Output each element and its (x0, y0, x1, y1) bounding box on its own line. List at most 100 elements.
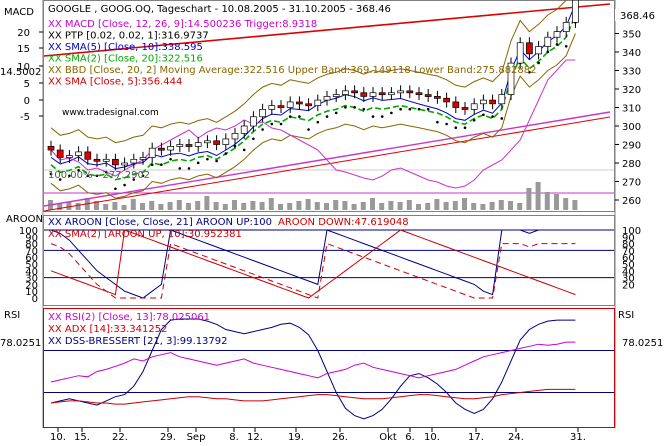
candle-body (56, 149, 64, 158)
ptp-dot (49, 172, 53, 176)
rsi-label: RSI (4, 310, 20, 321)
volume-bar (250, 201, 256, 210)
volume-bar (342, 201, 348, 210)
chart-title: GOOGLE , GOOG.OQ, Tageschart - 10.08.200… (48, 4, 391, 15)
ptp-dot (242, 148, 246, 152)
candle-body (185, 144, 193, 147)
candle-body (130, 158, 138, 164)
ptp-dot (123, 183, 126, 187)
aroon-right-tick: 70 (622, 246, 635, 257)
candle-body (314, 99, 322, 106)
adx-line (50, 388, 576, 405)
volume-bar (416, 204, 421, 210)
ptp-dot (362, 107, 366, 111)
volume-bar (305, 199, 311, 210)
aroon-legend-up: XX AROON [Close, Close, 21] AROON UP:100 (48, 217, 272, 228)
volume-bar (370, 198, 375, 210)
aroon-panel[interactable] (43, 215, 615, 306)
ptp-dot (353, 106, 356, 109)
candle-body (66, 155, 73, 158)
aroon-left-tick: 80 (25, 240, 38, 251)
ptp-dot (86, 174, 90, 178)
ptp-dot (436, 120, 439, 124)
ptp-dot (344, 106, 347, 109)
aroon-right-tick: 80 (622, 240, 635, 251)
candle-body (194, 142, 202, 147)
x-tick-label: 8. (229, 432, 239, 443)
volume-bar (554, 194, 559, 210)
x-tick-label: 17. (468, 432, 484, 443)
sma-blue-line (50, 3, 576, 170)
price-tick-label: 310 (622, 104, 641, 115)
volume-bar (471, 203, 477, 210)
volume-bar (241, 203, 247, 210)
aroon-left-tick: 20 (25, 280, 38, 291)
resistance-trendline (43, 3, 611, 57)
aroon-legend-sma: XX SMA(2) [AROON UP, 10]:30.952381 (48, 229, 242, 240)
aroon-legend-down: AROON DOWN:47.619048 (278, 217, 409, 228)
candle-body (369, 92, 377, 97)
volume-bar (480, 204, 486, 210)
volume-bar (498, 200, 504, 210)
price-tick-label: 280 (622, 159, 641, 170)
candle-body (286, 101, 294, 108)
candle-body (158, 147, 165, 151)
volume-bar (204, 196, 210, 210)
candle-body (526, 42, 533, 55)
candlesticks (47, 0, 579, 171)
ptp-dot (454, 126, 458, 129)
aroon-left-tick: 30 (25, 274, 38, 285)
rsi-value-right: 78.0251 (622, 338, 663, 349)
x-tick-label: 19. (288, 432, 304, 443)
price-tick-label: 300 (622, 122, 641, 133)
candle-body (148, 147, 156, 158)
ptp-dot (307, 128, 310, 131)
candle-body (470, 103, 478, 110)
macd-tick-label: 15 (17, 44, 30, 55)
aroon-right-tick: 30 (622, 274, 635, 285)
x-tick-label: 15. (74, 432, 90, 443)
volume-bar (103, 204, 109, 210)
legend-entry: XX PTP [0.02, 0.02, 1]:316.9737 (48, 31, 209, 42)
rsi-panel[interactable] (43, 308, 615, 428)
candle-body (296, 101, 303, 105)
ptp-dot (491, 115, 494, 118)
ptp-dot (279, 122, 283, 126)
ptp-dot (160, 163, 163, 166)
legend-entry: XX SMA(5) [Close, 10]:338.595 (48, 42, 203, 53)
ptp-dot (426, 107, 430, 111)
candle-body (535, 46, 542, 55)
ptp-dot (141, 174, 145, 178)
x-tick-label: 29. (160, 432, 176, 443)
macd-line (50, 59, 576, 189)
macd-tick-label: 5 (24, 79, 30, 90)
volume-bar (379, 203, 385, 210)
aroon-left-tick: 60 (25, 253, 38, 264)
ptp-dot (334, 111, 338, 115)
volume-bar (121, 205, 127, 210)
candle-body (305, 103, 312, 107)
ptp-dot (261, 128, 264, 131)
ptp-dot (463, 126, 467, 129)
legend-entry: XX SMA(2) [Close, 20]:322.516 (48, 54, 203, 65)
volume-bar (222, 204, 228, 210)
candle-body (204, 140, 211, 144)
ptp-dot (408, 107, 412, 111)
candle-body (102, 158, 110, 162)
candle-body (489, 99, 496, 105)
ptp-dot (482, 113, 485, 117)
candle-body (176, 144, 184, 147)
rsi-lines (44, 318, 614, 420)
price-panel[interactable] (43, 0, 615, 212)
candle-body (250, 116, 257, 127)
candle-body (268, 105, 276, 110)
volume-bar (112, 202, 118, 210)
candle-body (562, 22, 570, 32)
aroon-label: AROON (6, 214, 43, 225)
candle-body (323, 96, 331, 101)
volume-bar (94, 201, 99, 210)
volume-bar (176, 200, 182, 210)
price-tick-label: 330 (622, 67, 641, 78)
